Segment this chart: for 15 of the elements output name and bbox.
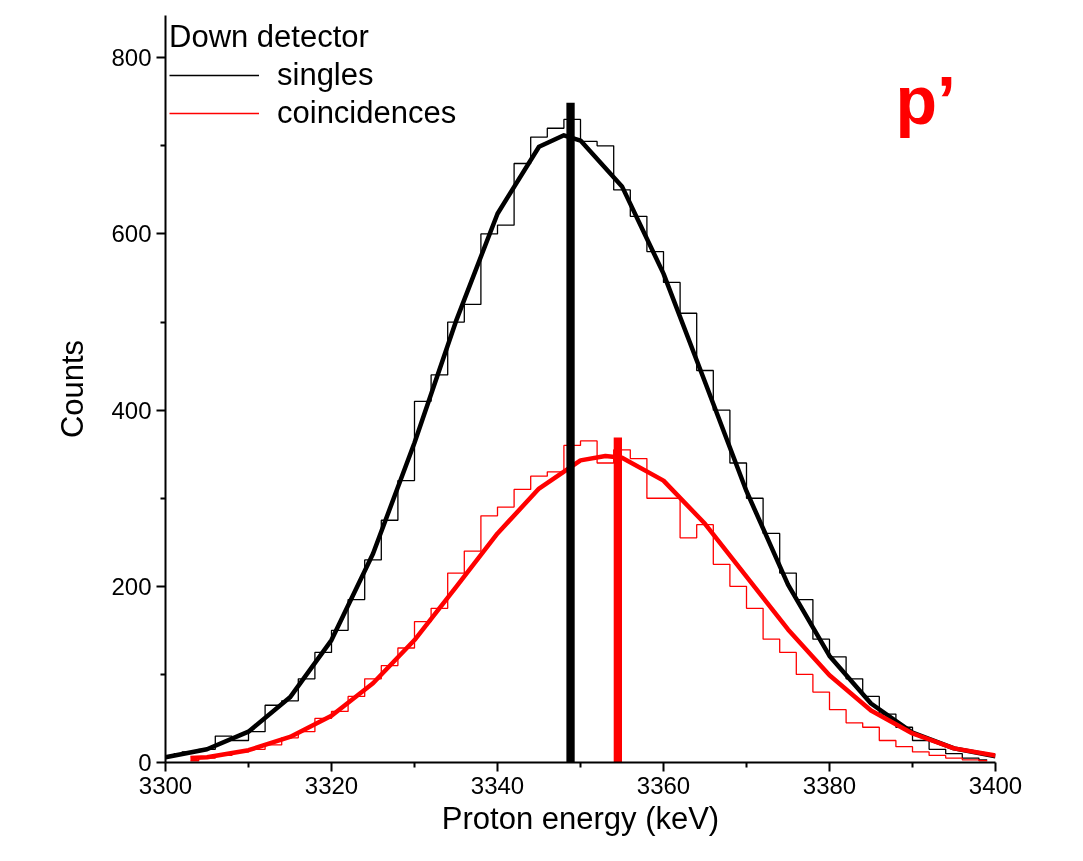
legend-label: coincidences bbox=[277, 95, 457, 131]
x-tick-label: 3380 bbox=[802, 771, 857, 799]
legend-title: Down detector bbox=[169, 19, 370, 55]
y-axis-title: Counts bbox=[55, 339, 91, 439]
legend-label: singles bbox=[277, 57, 374, 93]
annotation: p’ bbox=[895, 61, 956, 138]
x-axis-title: Proton energy (keV) bbox=[441, 800, 720, 836]
y-tick-label: 400 bbox=[111, 396, 152, 424]
y-tick-label: 600 bbox=[111, 220, 152, 248]
x-tick-label: 3340 bbox=[470, 771, 525, 799]
y-tick-label: 200 bbox=[111, 572, 152, 600]
x-tick-label: 3360 bbox=[636, 771, 691, 799]
y-tick-label: 800 bbox=[111, 44, 152, 72]
x-tick-label: 3320 bbox=[304, 771, 359, 799]
x-tick-label: 3400 bbox=[968, 771, 1023, 799]
